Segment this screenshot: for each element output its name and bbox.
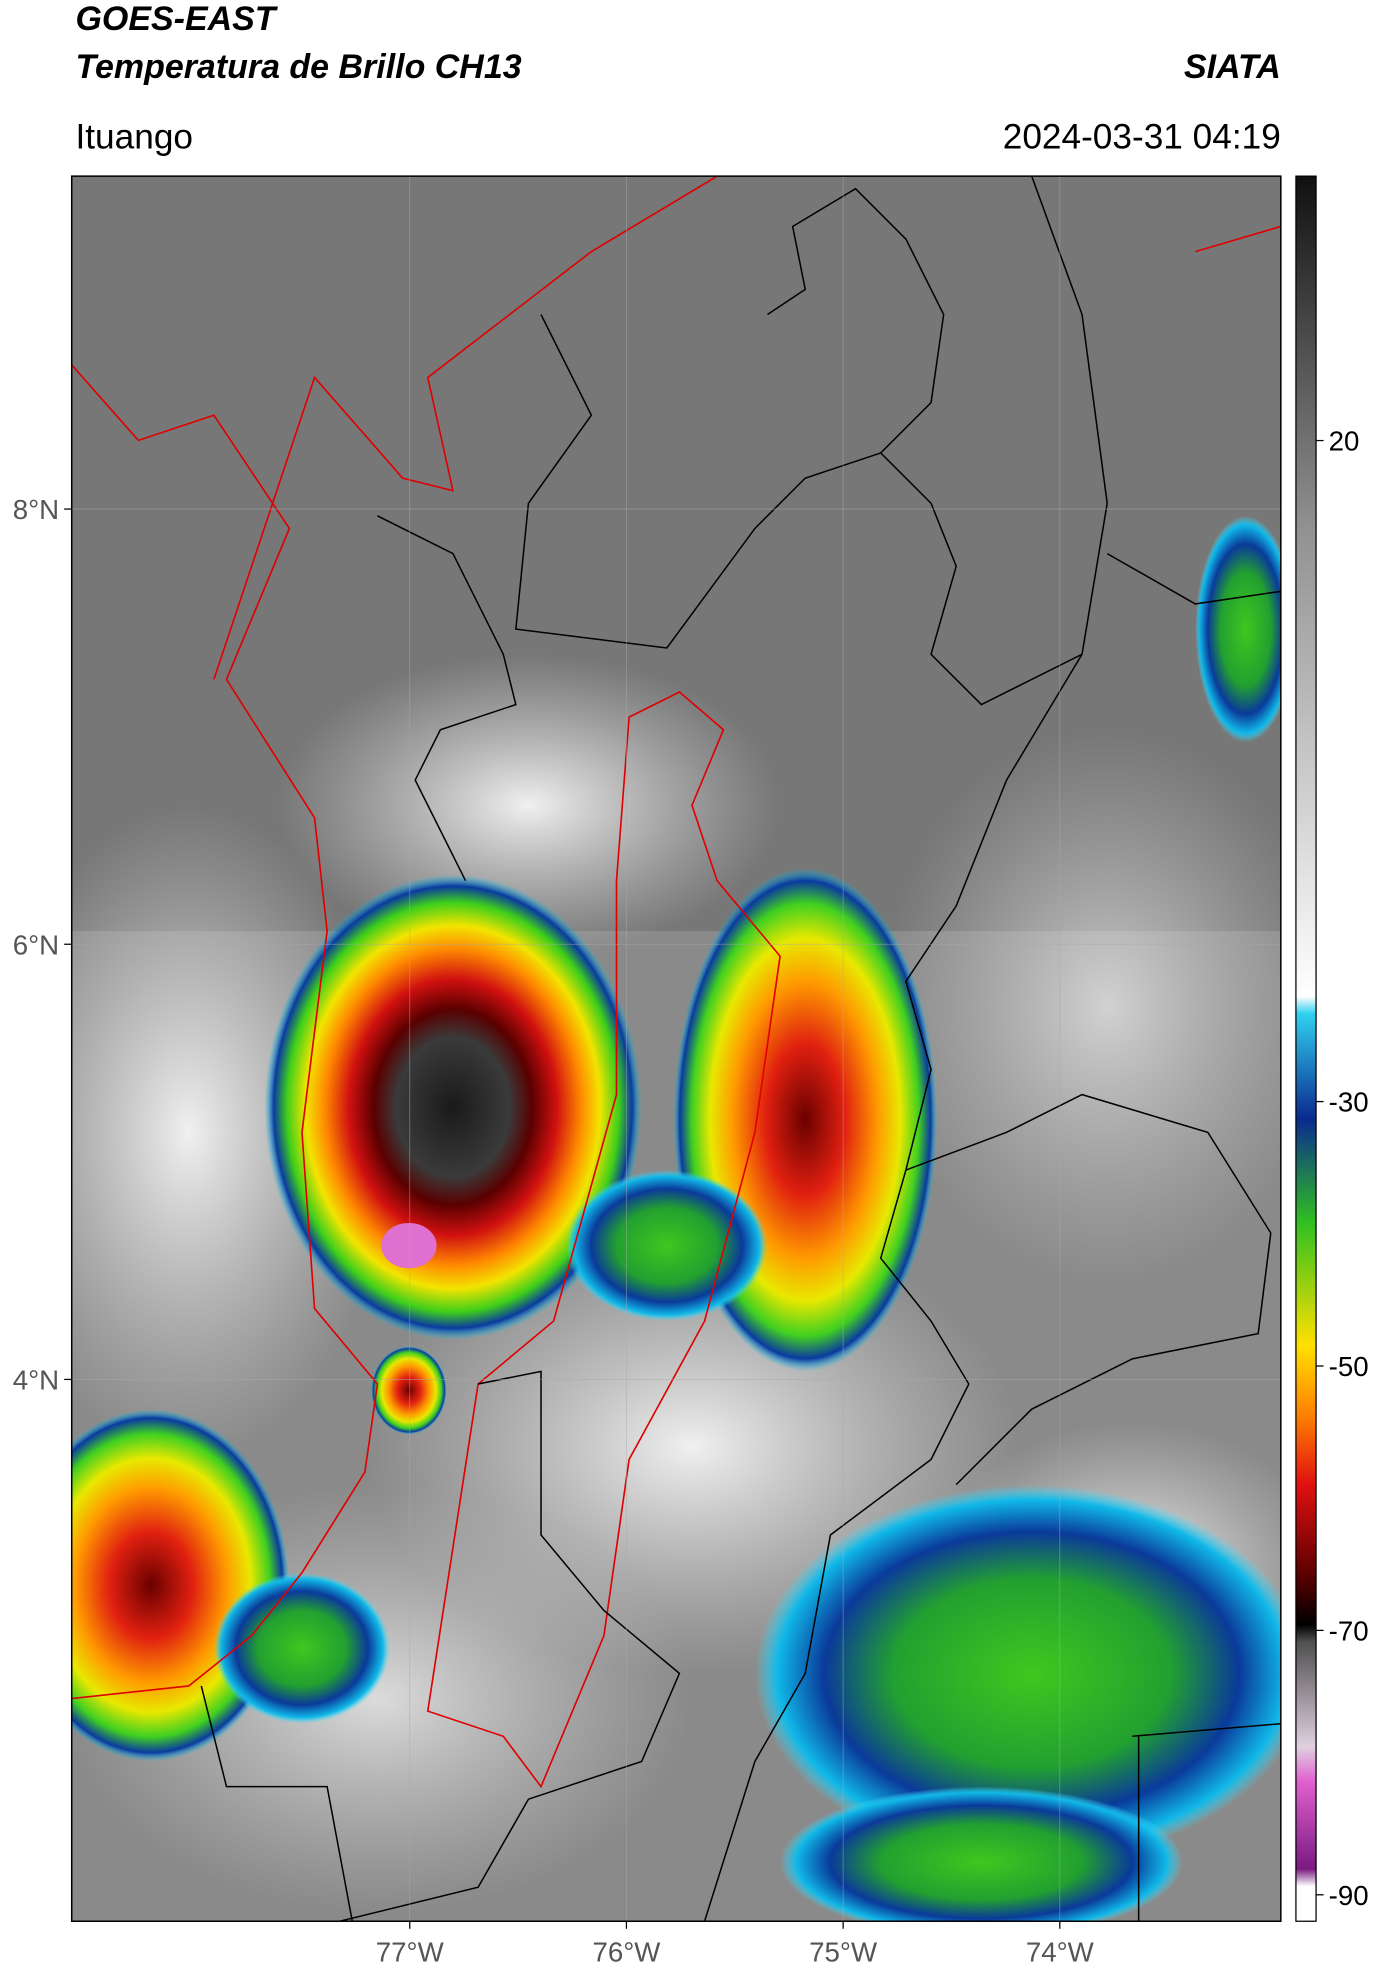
colorbar-tick-label: -90	[1329, 1880, 1369, 1911]
x-tick-label: 76°W	[592, 1936, 661, 1967]
map-frame	[70, 175, 1282, 1922]
timestamp: 2024-03-31 04:19	[1003, 117, 1281, 156]
colorbar-tick-label: -70	[1329, 1615, 1369, 1646]
y-tick-label: 8°N	[13, 494, 59, 525]
location: Ituango	[75, 117, 193, 156]
x-tick-label: 74°W	[1026, 1936, 1095, 1967]
colorbar-tick-label: -50	[1329, 1351, 1369, 1382]
colorbar	[1295, 175, 1317, 1922]
colorbar-tick-label: 20	[1329, 426, 1360, 457]
map-imagery	[71, 176, 1281, 1922]
title-line2: Temperatura de Brillo CH13	[75, 48, 521, 86]
y-tick-label: 6°N	[13, 929, 59, 960]
title-line1: GOES-EAST	[75, 0, 278, 38]
graticule	[64, 176, 1281, 1929]
x-tick-label: 77°W	[376, 1936, 445, 1967]
colorbar-tick-label: -30	[1329, 1087, 1369, 1118]
y-tick-label: 4°N	[13, 1364, 59, 1395]
agency: SIATA	[1184, 48, 1281, 86]
x-tick-label: 75°W	[809, 1936, 878, 1967]
